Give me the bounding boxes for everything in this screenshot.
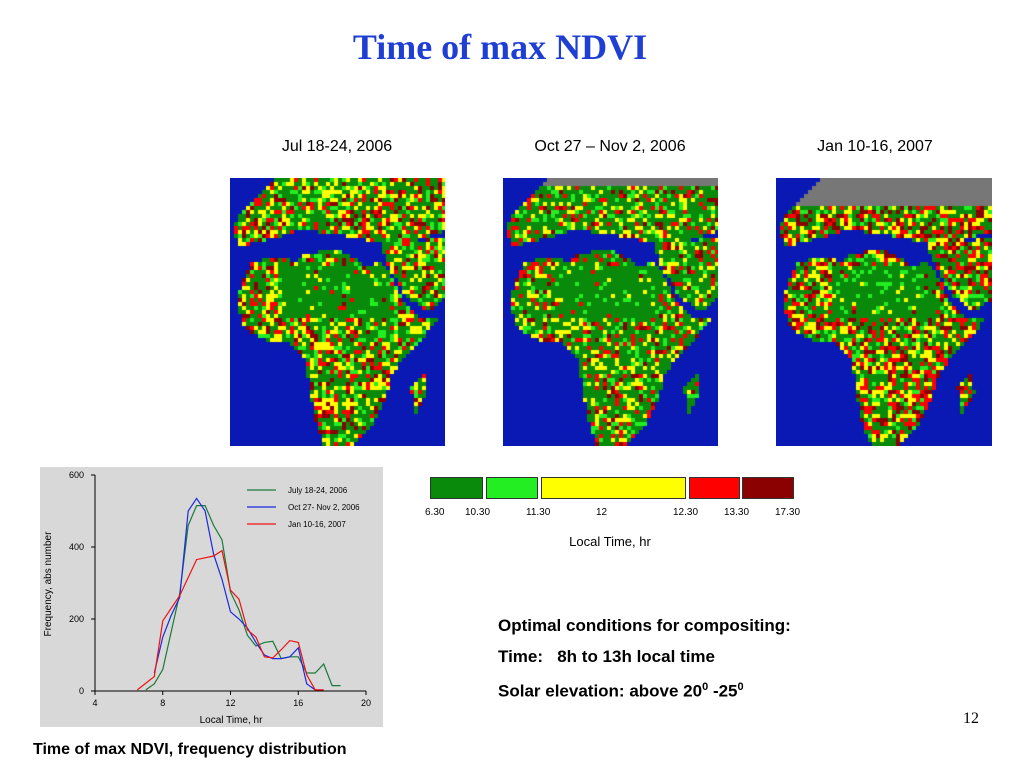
chart-xlabel: Local Time, hr (200, 715, 263, 726)
ndvi-map-oct (503, 178, 718, 446)
notes-solar-label: Solar elevation: above 20 (498, 681, 703, 701)
notes-solar-sup: 0 (702, 681, 709, 693)
legend-box-dark-red (742, 477, 794, 499)
chart-ylabel: Frequency, abs number (43, 531, 54, 637)
legend-tick: 10.30 (465, 507, 491, 518)
compositing-notes: Optimal conditions for compositing: Time… (498, 610, 791, 707)
notes-time-label: Time: (498, 647, 544, 666)
legend-box-light-green (486, 477, 538, 499)
x-tick-label: 12 (225, 698, 235, 708)
series-line-0 (145, 504, 341, 691)
legend-tick: 11.30 (526, 507, 551, 518)
notes-time-value: 8h to 13h local time (557, 647, 715, 666)
y-tick-label: 600 (69, 470, 84, 480)
legend-caption: Local Time, hr (569, 534, 651, 549)
legend-box-yellow (541, 477, 686, 499)
notes-solar-mid: -25 (708, 681, 738, 701)
frequency-chart: 4 8 12 16 20 0 200 400 600 Frequency, abs number… (40, 467, 383, 727)
map-label-oct: Oct 27 – Nov 2, 2006 (534, 138, 686, 155)
y-tick-label: 0 (79, 686, 84, 696)
series-line-2 (136, 549, 324, 691)
notes-time-line: Time: 8h to 13h local time (498, 641, 791, 672)
legend-tick: 12 (596, 507, 608, 518)
ndvi-map-jul (230, 178, 445, 446)
ndvi-map-jan (776, 178, 992, 446)
legend-box-red (689, 477, 740, 499)
map-label-jan: Jan 10-16, 2007 (817, 138, 933, 155)
y-tick-label: 400 (69, 542, 84, 552)
notes-solar-sup: 0 (737, 681, 744, 693)
notes-solar-line: Solar elevation: above 200 -250 (498, 672, 791, 707)
page-number: 12 (963, 710, 979, 727)
legend-entry: Oct 27- Nov 2, 2006 (288, 503, 360, 512)
figure-caption: Time of max NDVI, frequency distribution (33, 741, 347, 758)
map-label-jul: Jul 18-24, 2006 (281, 138, 393, 155)
ndvi-map-canvas (503, 178, 718, 446)
x-tick-label: 4 (92, 698, 97, 708)
legend-entry: July 18-24, 2006 (288, 486, 348, 495)
ndvi-map-canvas (230, 178, 445, 446)
y-tick-label: 200 (69, 614, 84, 624)
x-tick-label: 8 (160, 698, 165, 708)
legend-tick: 17.30 (775, 507, 801, 518)
legend-tick: 6.30 (425, 507, 445, 518)
legend-tick: 13.30 (724, 507, 750, 518)
series-line-1 (153, 497, 316, 691)
legend-entry: Jan 10-16, 2007 (288, 520, 346, 529)
legend-box-dark-green (430, 477, 483, 499)
legend-tick: 12.30 (673, 507, 699, 518)
x-tick-label: 16 (293, 698, 303, 708)
x-tick-label: 20 (361, 698, 371, 708)
notes-heading: Optimal conditions for compositing: (498, 616, 791, 635)
ndvi-map-canvas (776, 178, 992, 446)
slide-title: Time of max NDVI (352, 27, 648, 67)
